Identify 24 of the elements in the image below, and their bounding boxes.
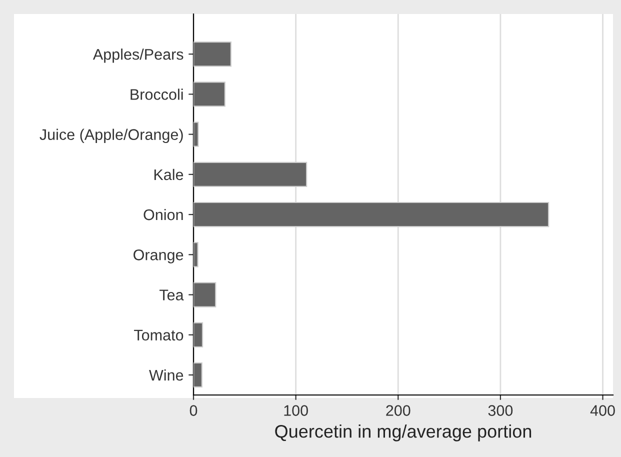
- y-tick-label: Broccoli: [130, 88, 183, 100]
- y-tick-label: Orange: [134, 250, 184, 264]
- x-tick-label: 0: [190, 405, 198, 416]
- x-tick-label: 200: [386, 405, 410, 416]
- y-tick-label: Kale: [154, 168, 184, 180]
- y-tick-label: Tea: [160, 290, 184, 300]
- y-tick-label: Wine: [149, 369, 184, 381]
- bar: [194, 322, 204, 348]
- bar: [194, 362, 202, 388]
- x-tick-label: 400: [590, 405, 615, 416]
- bar: [194, 162, 308, 188]
- bar: [194, 282, 216, 308]
- bar: [194, 122, 199, 147]
- bar: [194, 202, 550, 228]
- x-tick-label: 100: [284, 405, 308, 416]
- y-tick-label: Tomato: [134, 330, 184, 341]
- y-tick-label: Apples/Pears: [92, 48, 184, 63]
- y-tick-label: Juice (Apple/Orange): [40, 128, 183, 144]
- bar: [194, 242, 198, 268]
- bar: [194, 82, 226, 107]
- bar: [194, 42, 232, 67]
- y-tick-label: Onion: [144, 208, 183, 220]
- x-tick-label: 300: [488, 405, 513, 416]
- x-axis-title: Quercetin in mg/average portion: [275, 424, 532, 442]
